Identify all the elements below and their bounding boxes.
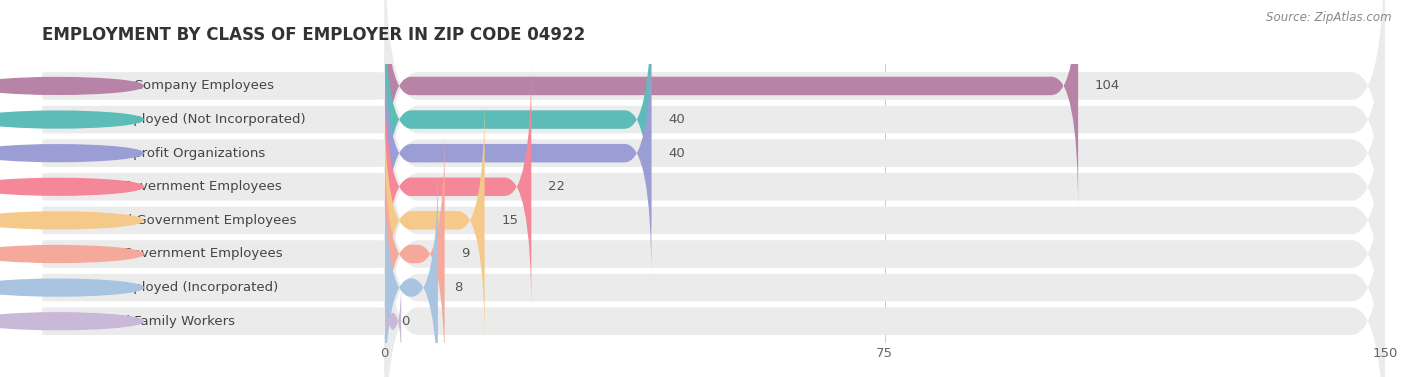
FancyBboxPatch shape (385, 280, 401, 362)
Text: Private Company Employees: Private Company Employees (83, 80, 274, 92)
Text: Source: ZipAtlas.com: Source: ZipAtlas.com (1267, 11, 1392, 24)
FancyBboxPatch shape (42, 72, 385, 100)
FancyBboxPatch shape (42, 106, 385, 133)
Circle shape (0, 111, 143, 128)
Circle shape (0, 178, 143, 195)
Text: Not-for-profit Organizations: Not-for-profit Organizations (83, 147, 266, 160)
Text: Self-Employed (Not Incorporated): Self-Employed (Not Incorporated) (83, 113, 307, 126)
Text: Unpaid Family Workers: Unpaid Family Workers (83, 315, 235, 328)
FancyBboxPatch shape (385, 100, 1385, 377)
Text: Local Government Employees: Local Government Employees (83, 180, 283, 193)
FancyBboxPatch shape (385, 0, 1385, 274)
FancyBboxPatch shape (385, 61, 531, 312)
FancyBboxPatch shape (385, 95, 485, 346)
Text: 9: 9 (461, 247, 470, 261)
FancyBboxPatch shape (385, 28, 651, 278)
Text: 22: 22 (548, 180, 565, 193)
FancyBboxPatch shape (385, 0, 1385, 240)
Text: 0: 0 (401, 315, 409, 328)
FancyBboxPatch shape (385, 129, 444, 377)
Circle shape (0, 78, 143, 94)
FancyBboxPatch shape (385, 32, 1385, 341)
Text: Self-Employed (Incorporated): Self-Employed (Incorporated) (83, 281, 278, 294)
FancyBboxPatch shape (42, 307, 385, 335)
Text: 40: 40 (668, 147, 685, 160)
FancyBboxPatch shape (385, 66, 1385, 375)
Text: 40: 40 (668, 113, 685, 126)
Text: 104: 104 (1095, 80, 1121, 92)
FancyBboxPatch shape (42, 173, 385, 201)
Circle shape (0, 279, 143, 296)
Text: Federal Government Employees: Federal Government Employees (83, 214, 297, 227)
FancyBboxPatch shape (42, 139, 385, 167)
Text: 15: 15 (502, 214, 519, 227)
FancyBboxPatch shape (42, 207, 385, 234)
FancyBboxPatch shape (385, 0, 1385, 307)
Text: State Government Employees: State Government Employees (83, 247, 283, 261)
FancyBboxPatch shape (385, 0, 1078, 211)
Circle shape (0, 245, 143, 262)
Circle shape (0, 313, 143, 329)
Text: EMPLOYMENT BY CLASS OF EMPLOYER IN ZIP CODE 04922: EMPLOYMENT BY CLASS OF EMPLOYER IN ZIP C… (42, 26, 585, 44)
Text: 8: 8 (454, 281, 463, 294)
Circle shape (0, 212, 143, 229)
FancyBboxPatch shape (385, 133, 1385, 377)
FancyBboxPatch shape (42, 240, 385, 268)
FancyBboxPatch shape (385, 0, 651, 245)
FancyBboxPatch shape (385, 162, 437, 377)
Circle shape (0, 145, 143, 162)
FancyBboxPatch shape (42, 274, 385, 301)
FancyBboxPatch shape (385, 167, 1385, 377)
